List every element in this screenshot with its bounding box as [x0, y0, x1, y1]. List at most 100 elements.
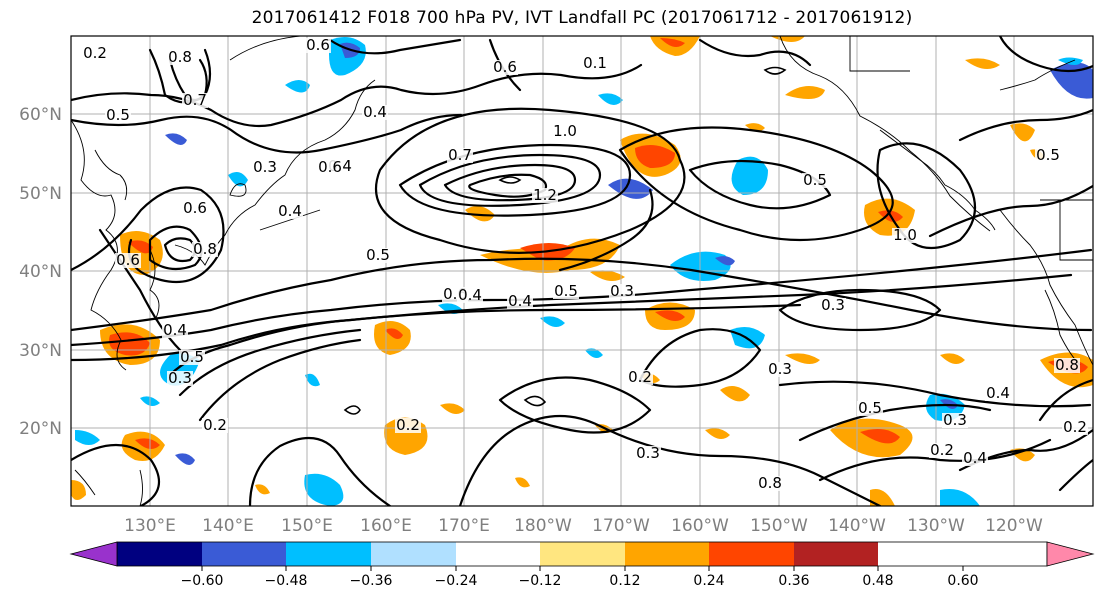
contour-label-bg — [929, 443, 955, 458]
contour-label: 0.3 — [768, 360, 792, 378]
contour-label: 0.8 — [758, 474, 782, 492]
lat-label-30n: 30°N — [19, 341, 62, 361]
contour-label: 0.3 — [168, 369, 192, 387]
contour-label-bg — [942, 413, 968, 428]
colorbar-tick-label: 0.60 — [947, 573, 978, 589]
contour-label: 0.8 — [1055, 356, 1079, 374]
contour-label-bg — [167, 50, 193, 65]
contour-label-bg — [182, 93, 208, 108]
colorbar-tick-label: −0.12 — [519, 573, 562, 589]
contour-label-bg — [182, 201, 208, 216]
colorbar-tick-label: 0.36 — [778, 573, 809, 589]
contour-label-bg — [365, 248, 391, 263]
colorbar-tick-label: 0.12 — [609, 573, 640, 589]
contour-label-bg — [553, 284, 579, 299]
colorbar-tick-label: 0.48 — [862, 573, 893, 589]
contour-label-bg — [82, 46, 108, 61]
contour-label: 0.4 — [963, 449, 987, 467]
plot-frame — [70, 35, 1094, 507]
contour-label: 0.8 — [193, 240, 217, 258]
contour-label: 0.2 — [83, 44, 107, 62]
contour-label-bg — [985, 386, 1011, 401]
lon-label-130e: 130°E — [124, 516, 176, 536]
contour-label-bg — [362, 105, 388, 120]
contour-label: 0.2 — [930, 441, 954, 459]
lon-label-150w: 150°W — [750, 516, 808, 536]
contour-label: 0.3 — [943, 411, 967, 429]
contour-label-bg — [1035, 148, 1061, 163]
contour-label: 0.2 — [203, 416, 227, 434]
contour-label-bg — [457, 288, 483, 303]
contour-label: 0.6 — [306, 36, 330, 54]
lon-label-180w: 180°W — [514, 516, 572, 536]
contour-label: 0.5 — [554, 282, 578, 300]
contour-label-bg — [179, 350, 205, 365]
contour-label-bg — [962, 451, 988, 466]
contour-label: 0.1 — [583, 54, 607, 72]
contour-label: 0.3 — [636, 444, 660, 462]
contour-label: 0.4 — [508, 292, 532, 310]
contour-label-bg — [582, 56, 608, 71]
colorbar-max-extend — [1046, 541, 1095, 567]
lon-label-120w: 120°W — [985, 516, 1043, 536]
contour-label-bg — [820, 298, 846, 313]
contour-label-bg — [115, 253, 141, 268]
colorbar-cell — [202, 542, 286, 566]
contour-label-bg — [447, 148, 473, 163]
lat-label-60n: 60°N — [19, 105, 62, 125]
colorbar-cell — [625, 542, 709, 566]
lon-label-140w: 140°W — [828, 516, 886, 536]
contour-label: 0.4 — [163, 321, 187, 339]
lon-label-130w: 130°W — [907, 516, 965, 536]
contour-label-bg — [857, 401, 883, 416]
colorbar-cells — [116, 541, 1048, 567]
contour-label-bg — [892, 228, 918, 243]
contour-label-bg — [305, 38, 331, 53]
colorbar: −0.60 −0.48 −0.36 −0.24 −0.12 0.12 0.24 0.36 0.4… — [69, 541, 1095, 589]
colorbar-cell — [456, 542, 540, 566]
contour-label-bg — [277, 204, 303, 219]
contour-label-bg — [627, 370, 653, 385]
map-title: 2017061412 F018 700 hPa PV, IVT Landfall… — [251, 8, 913, 28]
colorbar-cell — [540, 542, 625, 566]
contour-label: 0.3 — [821, 296, 845, 314]
contour-label-bg — [252, 160, 278, 175]
contour-label-bg — [395, 418, 421, 433]
colorbar-cell — [794, 542, 878, 566]
lon-label-140e: 140°E — [202, 516, 254, 536]
lon-label-170e: 170°E — [438, 516, 490, 536]
contour-label: 0.8 — [168, 48, 192, 66]
colorbar-cell — [286, 542, 371, 566]
contour-label-bg — [1054, 358, 1080, 373]
contour-label: 0.3 — [253, 158, 277, 176]
contour-label-bg — [105, 108, 131, 123]
colorbar-tick-label: −0.36 — [350, 573, 393, 589]
contour-label-bg — [552, 124, 578, 139]
lon-label-170w: 170°W — [592, 516, 650, 536]
latitude-labels: 60°N 50°N 40°N 30°N 20°N — [19, 105, 62, 439]
contour-label: 0.3 — [610, 282, 634, 300]
contour-label-bg — [532, 188, 558, 203]
contour-label-bg — [802, 173, 828, 188]
colorbar-cell — [371, 542, 456, 566]
contour-label: 0.6 — [318, 158, 342, 176]
colorbar-tick-label: −0.24 — [435, 573, 478, 589]
contour-labels: 0.2 0.6 0.8 0.7 0.5 0.4 0.3 0.4 0.6 0.5 0.6 0.4 0.7 1… — [82, 36, 1088, 492]
contour-label-bg — [202, 418, 228, 433]
contour-label: 0.6 — [493, 58, 517, 76]
contour-label: 0.2 — [396, 416, 420, 434]
contour-label: 0.5 — [858, 399, 882, 417]
contour-label: 0.4 — [363, 103, 387, 121]
colorbar-tick-label: −0.48 — [265, 573, 308, 589]
contour-label: 0.5 — [366, 246, 390, 264]
contour-label: 1.2 — [533, 186, 557, 204]
contour-label: 0.7 — [448, 146, 472, 164]
contour-label-bg — [767, 362, 793, 377]
contour-label: 0.2 — [628, 368, 652, 386]
contour-label-bg — [317, 160, 343, 175]
contour-label: 1.0 — [893, 226, 917, 244]
colorbar-tick-label: 0.24 — [693, 573, 724, 589]
contour-label: 0.5 — [1036, 146, 1060, 164]
lon-label-160w: 160°W — [671, 516, 729, 536]
